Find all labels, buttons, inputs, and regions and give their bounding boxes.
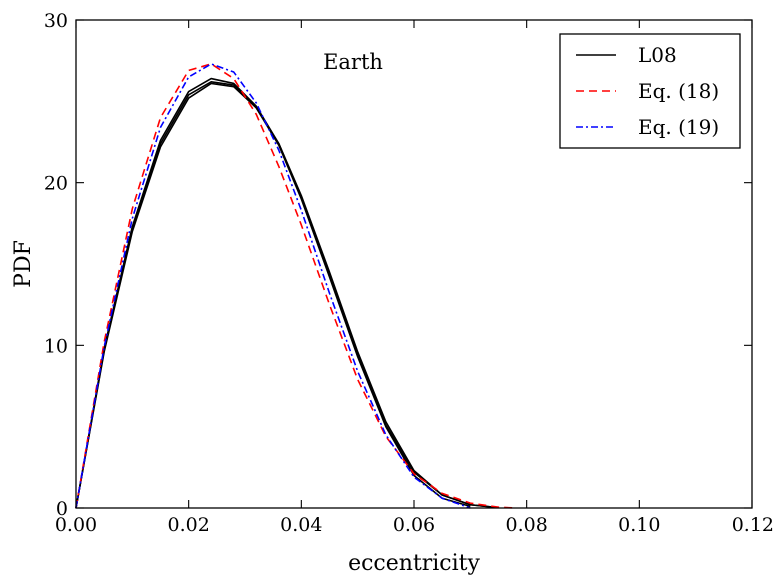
series-line-eq-18-3 — [75, 63, 516, 509]
legend-label-2: Eq. (19) — [638, 115, 719, 139]
earth-annotation: Earth — [323, 50, 383, 74]
series-line-l08-2 — [75, 81, 471, 509]
x-tick-label-3: 0.06 — [393, 514, 435, 536]
x-tick-label-1: 0.02 — [168, 514, 210, 536]
series-line-l08-0 — [75, 82, 499, 509]
x-tick-label-4: 0.08 — [506, 514, 548, 536]
y-tick-label-3: 30 — [44, 10, 68, 32]
x-tick-label-5: 0.10 — [618, 514, 660, 536]
y-tick-label-1: 10 — [44, 335, 68, 357]
series-line-eq-19-4 — [75, 63, 471, 509]
legend-label-1: Eq. (18) — [638, 79, 719, 103]
series-line-l08-1 — [75, 77, 499, 509]
plot-area — [75, 63, 516, 509]
x-tick-label-6: 0.12 — [732, 514, 774, 536]
x-tick-label-2: 0.04 — [280, 514, 322, 536]
axes-frame — [75, 19, 753, 509]
y-tick-label-0: 0 — [56, 498, 68, 520]
legend-label-0: L08 — [638, 43, 677, 67]
x-tick-label-0: 0.00 — [55, 514, 97, 536]
y-axis-label: PDF — [11, 240, 36, 288]
x-axis-label: eccentricity — [348, 551, 480, 576]
y-tick-label-2: 20 — [44, 173, 68, 195]
tick-labels: 0.00 0.02 0.04 0.06 0.08 0.10 0.12 0 10 20 30 — [44, 10, 774, 536]
legend: L08 Eq. (18) Eq. (19) — [559, 33, 741, 149]
